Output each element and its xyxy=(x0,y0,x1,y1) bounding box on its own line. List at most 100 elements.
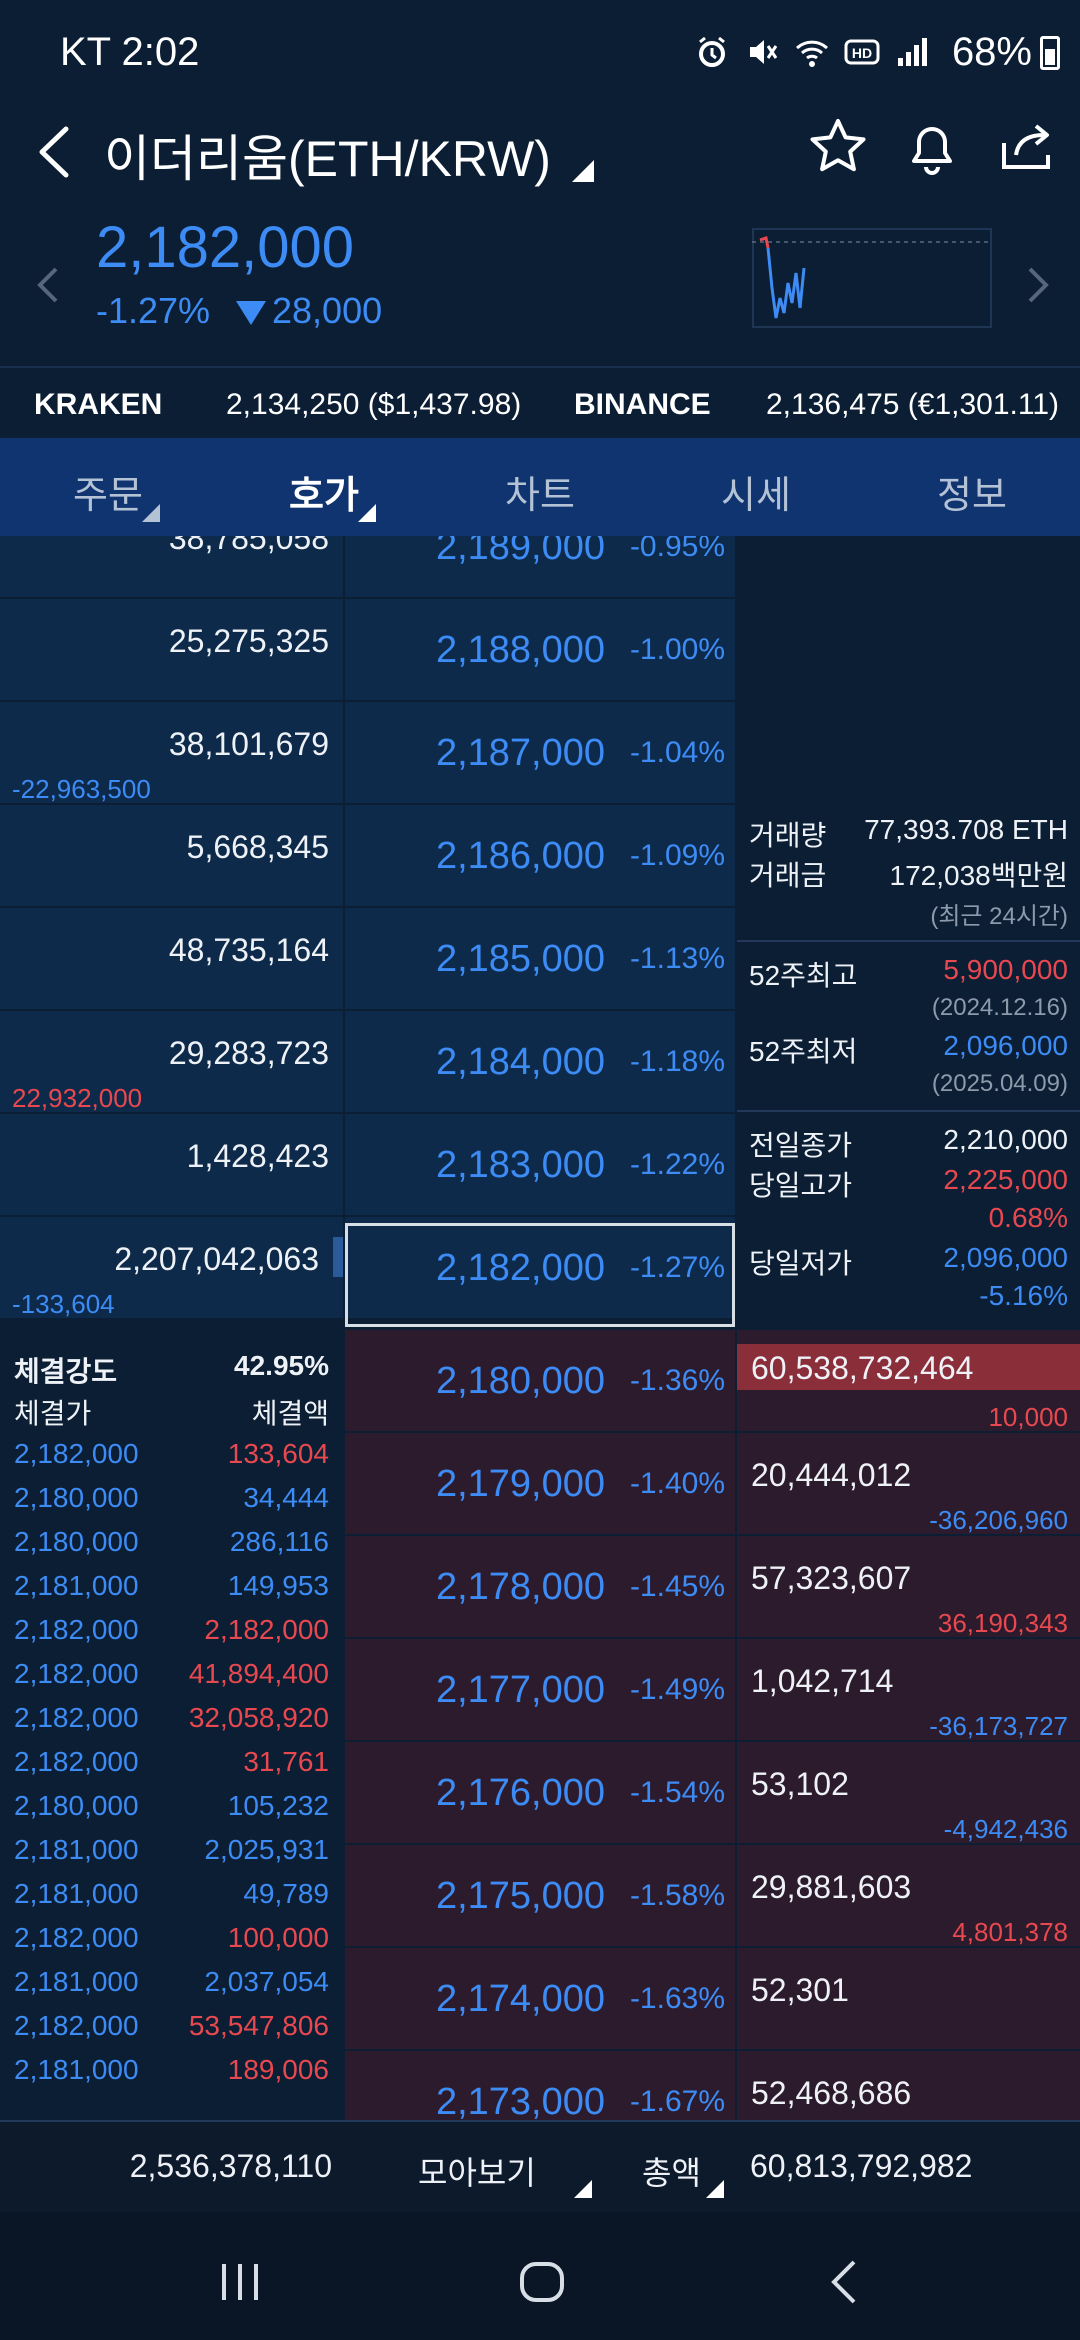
prev-coin-icon[interactable] xyxy=(28,255,68,315)
trade-amount: 31,761 xyxy=(243,1746,329,1777)
back-nav-icon[interactable] xyxy=(816,2252,876,2312)
trade-price: 2,180,000 xyxy=(14,1790,139,1821)
info-label: 52주최고 xyxy=(749,960,858,991)
bid-row[interactable]: 2,174,000 -1.63% 52,301 xyxy=(0,1948,1080,2051)
level-pct: -1.36% xyxy=(629,1364,725,1397)
tab-order[interactable]: 주문 xyxy=(73,475,143,517)
trades-panel: 체결강도 42.95% 체결가 체결액 2,182,000 133,604 2,180,… xyxy=(0,1330,343,2120)
level-pct: -1.27% xyxy=(629,1251,725,1284)
bid-change: -36,173,727 xyxy=(929,1711,1068,1741)
recents-icon[interactable] xyxy=(210,2252,270,2312)
trade-price: 2,182,000 xyxy=(14,2010,139,2041)
info-date: (2025.04.09) xyxy=(931,1070,1068,1097)
bid-price-cell[interactable]: 2,178,000 -1.45% xyxy=(345,1536,735,1637)
ask-row[interactable]: 38,785,058 2,189,000 -0.95% xyxy=(0,536,1080,599)
change-percent: -1.27% xyxy=(96,290,211,331)
current-price-highlight xyxy=(345,1223,735,1327)
ask-price-cell[interactable]: 2,189,000 -0.95% xyxy=(345,536,735,597)
status-bar: KT 2:02 HD 68% xyxy=(0,0,1080,105)
ask-row[interactable]: 38,101,679 -22,963,500 2,187,000 -1.04% xyxy=(0,702,1080,805)
ask-price-cell[interactable]: 2,185,000 -1.13% xyxy=(345,908,735,1009)
bid-price-cell[interactable]: 2,175,000 -1.58% xyxy=(345,1845,735,1946)
bid-qty-cell: 29,881,603 4,801,378 xyxy=(737,1845,1080,1947)
trade-amount: 286,116 xyxy=(229,1526,329,1557)
trade-row: 2,182,000 53,547,806 xyxy=(14,2010,329,2054)
ask-total: 2,536,378,110 xyxy=(129,2148,332,2184)
ask-price-cell[interactable]: 2,183,000 -1.22% xyxy=(345,1114,735,1215)
exchange-price: 2,136,475 (€1,301.11) xyxy=(766,388,1060,421)
bid-price-cell[interactable]: 2,174,000 -1.63% xyxy=(345,1948,735,2049)
bell-icon[interactable] xyxy=(900,115,964,179)
tab-dropdown-icon xyxy=(358,504,376,522)
qty-marker xyxy=(333,1237,343,1277)
ask-price-cell[interactable]: 2,184,000 -1.18% xyxy=(345,1011,735,1112)
wifi-call-icon xyxy=(795,40,829,67)
level-price: 2,174,000 xyxy=(435,1978,605,2020)
strength-row: 체결강도 42.95% xyxy=(14,1350,329,1390)
info-label: 당일저가 xyxy=(749,1248,853,1279)
trade-price: 2,181,000 xyxy=(14,1570,139,1601)
trade-row: 2,181,000 149,953 xyxy=(14,1570,329,1614)
ask-price-cell[interactable]: 2,182,000 -1.27% xyxy=(345,1217,735,1318)
trade-row: 2,182,000 2,182,000 xyxy=(14,1614,329,1658)
bid-price-cell[interactable]: 2,179,000 -1.40% xyxy=(345,1433,735,1534)
ask-row[interactable]: 5,668,345 2,186,000 -1.09% xyxy=(0,805,1080,908)
ask-qty-cell: 1,428,423 xyxy=(0,1114,343,1215)
mini-chart[interactable] xyxy=(752,228,992,328)
info-volume: 거래량 77,393.708 ETH xyxy=(749,814,1068,854)
info-period: (최근 24시간) xyxy=(749,896,1068,936)
trade-amount: 41,894,400 xyxy=(188,1658,329,1689)
tab-quotes[interactable]: 시세 xyxy=(721,475,791,517)
bid-qty-cell: 57,323,607 36,190,343 xyxy=(737,1536,1080,1638)
exchange-price: 2,134,250 ($1,437.98) xyxy=(226,388,522,421)
bid-change: 10,000 xyxy=(988,1402,1068,1432)
ask-row[interactable]: 1,428,423 2,183,000 -1.22% xyxy=(0,1114,1080,1217)
bid-price-cell[interactable]: 2,176,000 -1.54% xyxy=(345,1742,735,1843)
bid-qty: 52,468,686 xyxy=(751,2075,912,2111)
trade-price: 2,180,000 xyxy=(14,1482,139,1513)
trade-row: 2,182,000 32,058,920 xyxy=(14,1702,329,1746)
bid-row[interactable]: 2,179,000 -1.40% 20,444,012 -36,206,960 xyxy=(0,1433,1080,1536)
tab-info[interactable]: 정보 xyxy=(937,475,1007,517)
bid-price-cell[interactable]: 2,173,000 -1.67% xyxy=(345,2051,735,2120)
bid-row[interactable]: 2,180,000 -1.36% 60,538,732,464 10,000 xyxy=(0,1330,1080,1433)
bid-row[interactable]: 2,173,000 -1.67% 52,468,686 xyxy=(0,2051,1080,2120)
total-toggle-button[interactable]: 총액 xyxy=(642,2155,701,2191)
level-price: 2,180,000 xyxy=(435,1360,605,1402)
bid-volume-bar xyxy=(737,1344,1080,1390)
ask-row-current[interactable]: 2,207,042,063 -133,604 2,182,000 -1.27% xyxy=(0,1217,1080,1320)
bid-row[interactable]: 2,178,000 -1.45% 57,323,607 36,190,343 xyxy=(0,1536,1080,1639)
bid-row[interactable]: 2,177,000 -1.49% 1,042,714 -36,173,727 xyxy=(0,1639,1080,1742)
level-price: 2,179,000 xyxy=(435,1463,605,1505)
bid-price-cell[interactable]: 2,180,000 -1.36% xyxy=(345,1330,735,1431)
next-coin-icon[interactable] xyxy=(1018,255,1058,315)
title-dropdown-icon[interactable] xyxy=(572,160,594,182)
info-divider xyxy=(737,940,1080,942)
page-title[interactable]: 이더리움(ETH/KRW) xyxy=(104,131,551,187)
ask-qty: 1,428,423 xyxy=(186,1138,329,1174)
share-icon[interactable] xyxy=(994,115,1058,179)
ask-price-cell[interactable]: 2,188,000 -1.00% xyxy=(345,599,735,700)
star-icon[interactable] xyxy=(806,115,870,179)
tab-orderbook[interactable]: 호가 xyxy=(289,475,359,517)
bid-price-cell[interactable]: 2,177,000 -1.49% xyxy=(345,1639,735,1740)
bid-qty: 60,538,732,464 xyxy=(751,1350,974,1386)
ask-row[interactable]: 25,275,325 2,188,000 -1.00% xyxy=(0,599,1080,702)
back-icon[interactable] xyxy=(28,117,88,187)
ask-row[interactable]: 29,283,723 22,932,000 2,184,000 -1.18% xyxy=(0,1011,1080,1114)
ask-price-cell[interactable]: 2,187,000 -1.04% xyxy=(345,702,735,803)
ask-price-cell[interactable]: 2,186,000 -1.09% xyxy=(345,805,735,906)
market-info-panel: 거래량 77,393.708 ETH 거래금 172,038백만원 (최근 24시간… xyxy=(737,536,1080,1326)
svg-text:HD: HD xyxy=(852,45,872,61)
tab-chart[interactable]: 차트 xyxy=(505,475,575,517)
ask-qty-cell: 5,668,345 xyxy=(0,805,343,906)
ask-qty: 38,785,058 xyxy=(168,536,329,556)
info-high52: 52주최고 5,900,000 xyxy=(749,954,1068,994)
home-icon[interactable] xyxy=(512,2252,572,2312)
bid-row[interactable]: 2,175,000 -1.58% 29,881,603 4,801,378 xyxy=(0,1845,1080,1948)
trade-amount: 105,232 xyxy=(227,1790,329,1821)
ask-row[interactable]: 48,735,164 2,185,000 -1.13% xyxy=(0,908,1080,1011)
bid-qty-cell: 52,468,686 xyxy=(737,2051,1080,2120)
bid-row[interactable]: 2,176,000 -1.54% 53,102 -4,942,436 xyxy=(0,1742,1080,1845)
group-view-button[interactable]: 모아보기 xyxy=(418,2155,536,2191)
